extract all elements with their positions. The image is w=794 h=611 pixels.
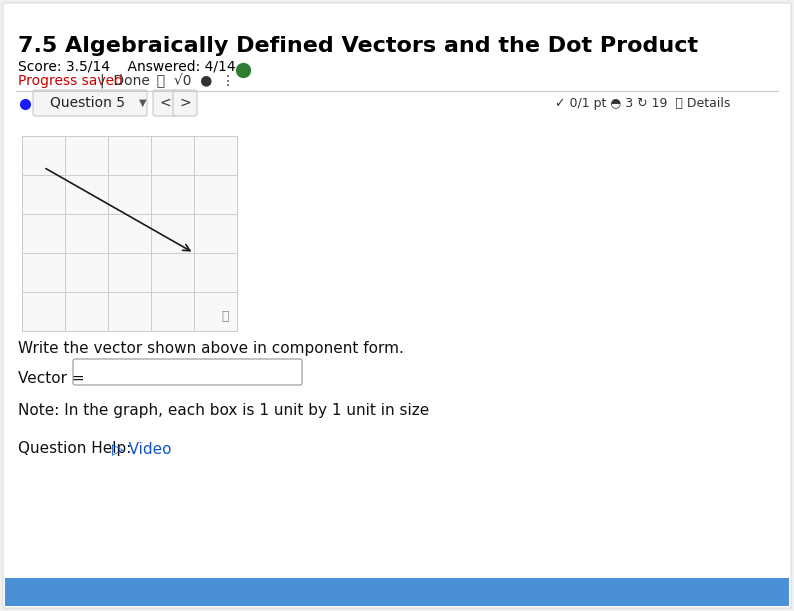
Text: Score: 3.5/14    Answered: 4/14: Score: 3.5/14 Answered: 4/14 (18, 59, 236, 73)
FancyBboxPatch shape (153, 90, 177, 116)
Text: <: < (159, 96, 171, 110)
Text: ⎙  √0  ●  ⋮: ⎙ √0 ● ⋮ (148, 74, 235, 89)
Text: Progress saved: Progress saved (18, 74, 123, 88)
Text: 7.5 Algebraically Defined Vectors and the Dot Product: 7.5 Algebraically Defined Vectors and th… (18, 36, 698, 56)
Text: Vector =: Vector = (18, 371, 85, 386)
Text: Question 5: Question 5 (51, 96, 125, 110)
Text: Write the vector shown above in component form.: Write the vector shown above in componen… (18, 341, 404, 356)
Text: Note: In the graph, each box is 1 unit by 1 unit in size: Note: In the graph, each box is 1 unit b… (18, 403, 430, 418)
Text: 🔍: 🔍 (222, 310, 229, 323)
Bar (5, 578, 789, 606)
Text: ✓ 0/1 pt ◓ 3 ↻ 19  ⓘ Details: ✓ 0/1 pt ◓ 3 ↻ 19 ⓘ Details (555, 97, 730, 109)
FancyBboxPatch shape (73, 359, 302, 385)
FancyBboxPatch shape (173, 90, 197, 116)
Text: ▼: ▼ (139, 98, 147, 108)
FancyBboxPatch shape (33, 90, 147, 116)
Text: Question Help:: Question Help: (18, 441, 131, 456)
Bar (22, 136, 237, 331)
FancyBboxPatch shape (3, 3, 791, 608)
Text: |  Done: | Done (100, 74, 150, 89)
Text: >: > (179, 96, 191, 110)
Text: ▷ Video: ▷ Video (112, 441, 172, 456)
